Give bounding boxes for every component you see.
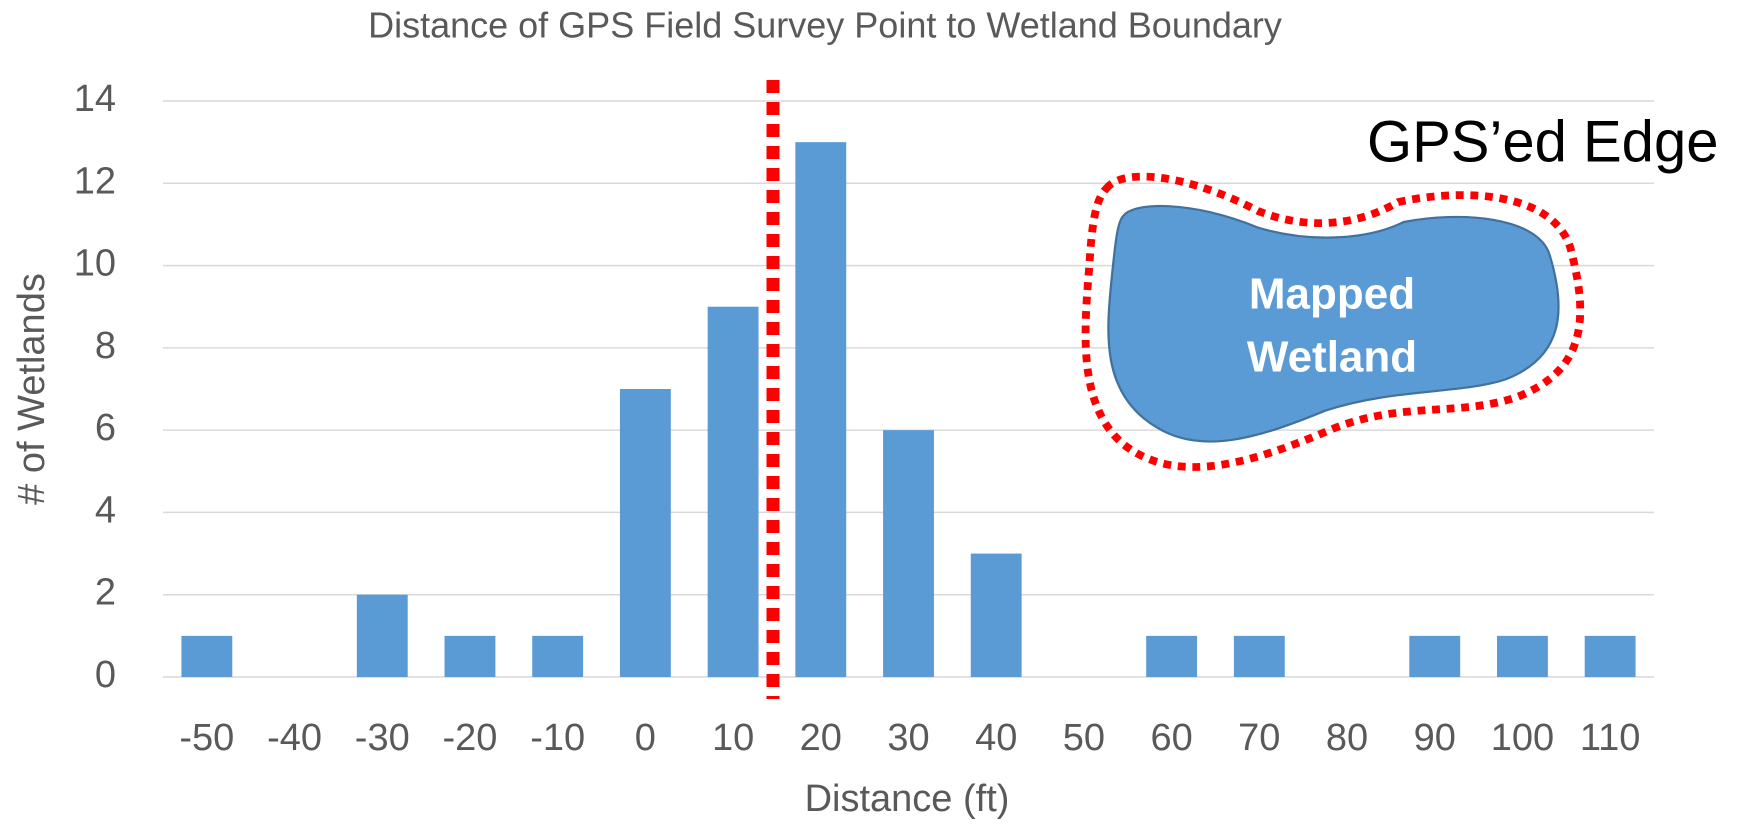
x-tick-label: -10 [530, 717, 585, 759]
bar [532, 636, 583, 677]
x-tick-label: -40 [267, 717, 322, 759]
x-axis-label: Distance (ft) [805, 778, 1010, 820]
wetland-label: Mapped [1249, 270, 1415, 319]
bar [1234, 636, 1285, 677]
y-tick-label: 0 [95, 654, 116, 696]
bar [1146, 636, 1197, 677]
y-axis-label: # of Wetlands [11, 273, 53, 505]
x-tick-label: 90 [1414, 717, 1456, 759]
y-tick-label: 4 [95, 489, 116, 531]
bar [1409, 636, 1460, 677]
bar [357, 595, 408, 677]
bar [1497, 636, 1548, 677]
chart: Distance of GPS Field Survey Point to We… [0, 0, 1752, 832]
x-tick-label: 60 [1150, 717, 1192, 759]
bar [795, 142, 846, 677]
y-tick-label: 10 [74, 243, 116, 285]
bar [883, 430, 934, 677]
y-tick-label: 14 [74, 78, 116, 120]
x-tick-label: 40 [975, 717, 1017, 759]
x-tick-label: -30 [355, 717, 410, 759]
x-tick-label: 100 [1491, 717, 1554, 759]
y-tick-label: 8 [95, 325, 116, 367]
bar [445, 636, 496, 677]
y-tick-label: 6 [95, 407, 116, 449]
wetland-illustration [1086, 177, 1581, 467]
y-tick-label: 12 [74, 160, 116, 202]
bar [1585, 636, 1636, 677]
x-tick-label: 80 [1326, 717, 1368, 759]
bar [708, 307, 759, 677]
x-tick-label: 50 [1063, 717, 1105, 759]
x-tick-label: 70 [1238, 717, 1280, 759]
bar [181, 636, 232, 677]
x-tick-label: -50 [179, 717, 234, 759]
edge-label: GPS’ed Edge [1367, 109, 1718, 174]
x-tick-label: 20 [800, 717, 842, 759]
bar [971, 554, 1022, 677]
chart-title: Distance of GPS Field Survey Point to We… [368, 5, 1282, 46]
x-tick-label: 30 [887, 717, 929, 759]
x-tick-label: -20 [443, 717, 498, 759]
x-tick-label: 10 [712, 717, 754, 759]
y-tick-label: 2 [95, 572, 116, 614]
x-tick-label: 110 [1580, 717, 1641, 759]
x-tick-label: 0 [635, 717, 656, 759]
bar [620, 389, 671, 677]
wetland-label: Wetland [1247, 333, 1417, 382]
